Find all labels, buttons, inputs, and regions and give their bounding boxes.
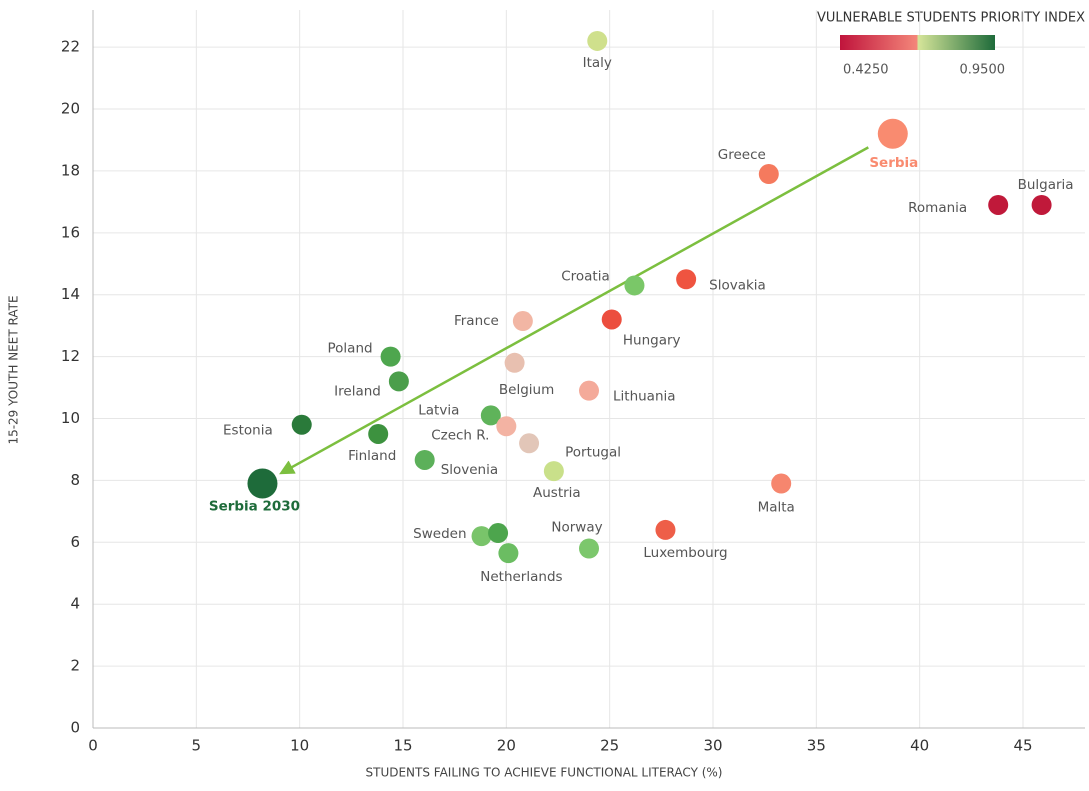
x-tick-label: 5	[192, 737, 202, 755]
x-tick-label: 45	[1013, 737, 1032, 755]
x-tick-label: 0	[88, 737, 98, 755]
x-tick-label: 25	[600, 737, 619, 755]
point-label: Romania	[908, 200, 967, 216]
point	[291, 414, 312, 435]
colorbar-title: VULNERABLE STUDENTS PRIORITY INDEX	[817, 11, 1085, 26]
trend-arrow	[279, 146, 869, 475]
x-tick-label: 20	[497, 737, 516, 755]
point	[988, 194, 1009, 215]
point-label: Italy	[583, 55, 612, 71]
colorbar-tick-label: 0.4250	[843, 63, 889, 78]
y-tick-label: 20	[61, 100, 80, 118]
point	[380, 346, 401, 367]
point	[488, 523, 509, 544]
point	[512, 311, 533, 332]
point-label: Serbia	[869, 155, 918, 171]
point	[587, 30, 608, 51]
point-label: Portugal	[565, 444, 621, 460]
point	[480, 405, 501, 426]
point-label: Slovenia	[441, 462, 498, 478]
point-label: Luxembourg	[643, 545, 727, 561]
point-label: Netherlands	[480, 569, 562, 585]
point	[519, 433, 540, 454]
point-label: Hungary	[623, 332, 681, 348]
point-label: France	[454, 313, 499, 329]
point	[414, 449, 435, 470]
point	[496, 416, 517, 437]
point	[498, 543, 519, 564]
point	[579, 380, 599, 401]
point	[676, 269, 697, 290]
point	[504, 352, 525, 373]
point-label: Croatia	[561, 268, 610, 284]
point-label: Poland	[328, 341, 373, 357]
y-tick-label: 12	[61, 347, 80, 365]
point-label: Ireland	[334, 383, 381, 399]
point	[877, 118, 908, 149]
point-label: Greece	[718, 147, 766, 163]
y-tick-label: 2	[70, 657, 80, 675]
x-tick-label: 10	[290, 737, 309, 755]
point	[1031, 194, 1052, 215]
point-label: Lithuania	[613, 389, 676, 405]
y-tick-label: 22	[61, 38, 80, 56]
point	[247, 468, 278, 499]
point	[655, 519, 676, 540]
y-axis-label: 15-29 YOUTH NEET RATE	[7, 295, 21, 444]
point	[368, 423, 389, 444]
point	[543, 461, 564, 482]
point-label: Serbia 2030	[209, 499, 300, 515]
point-label: Austria	[533, 485, 581, 501]
point-label: Belgium	[499, 382, 554, 398]
y-tick-label: 4	[70, 595, 80, 613]
point	[471, 526, 492, 547]
point-label: Czech R.	[431, 427, 489, 443]
x-tick-label: 30	[703, 737, 722, 755]
y-tick-label: 18	[61, 161, 80, 179]
x-axis-label: STUDENTS FAILING TO ACHIEVE FUNCTIONAL L…	[366, 766, 723, 780]
y-tick-label: 0	[70, 719, 80, 737]
point	[601, 309, 622, 330]
point-label: Finland	[348, 448, 396, 464]
x-tick-label: 15	[393, 737, 412, 755]
point	[388, 371, 409, 392]
point	[624, 275, 645, 296]
point-label: Sweden	[413, 526, 466, 542]
x-tick-label: 35	[807, 737, 826, 755]
y-tick-label: 10	[61, 409, 80, 427]
point-label: Slovakia	[709, 277, 766, 293]
y-tick-label: 16	[61, 223, 80, 241]
x-tick-label: 40	[910, 737, 929, 755]
y-tick-label: 14	[61, 285, 80, 303]
y-tick-label: 8	[70, 471, 80, 489]
colorbar	[840, 35, 995, 50]
point	[758, 164, 779, 185]
point-label: Norway	[551, 520, 602, 536]
point-label: Estonia	[223, 423, 273, 439]
colorbar-tick-label: 0.9500	[960, 63, 1006, 78]
point	[579, 538, 599, 559]
point-label: Latvia	[418, 402, 459, 418]
point-label: Bulgaria	[1018, 177, 1074, 193]
y-tick-label: 6	[70, 533, 80, 551]
point	[771, 473, 792, 494]
point-label: Malta	[758, 500, 795, 516]
